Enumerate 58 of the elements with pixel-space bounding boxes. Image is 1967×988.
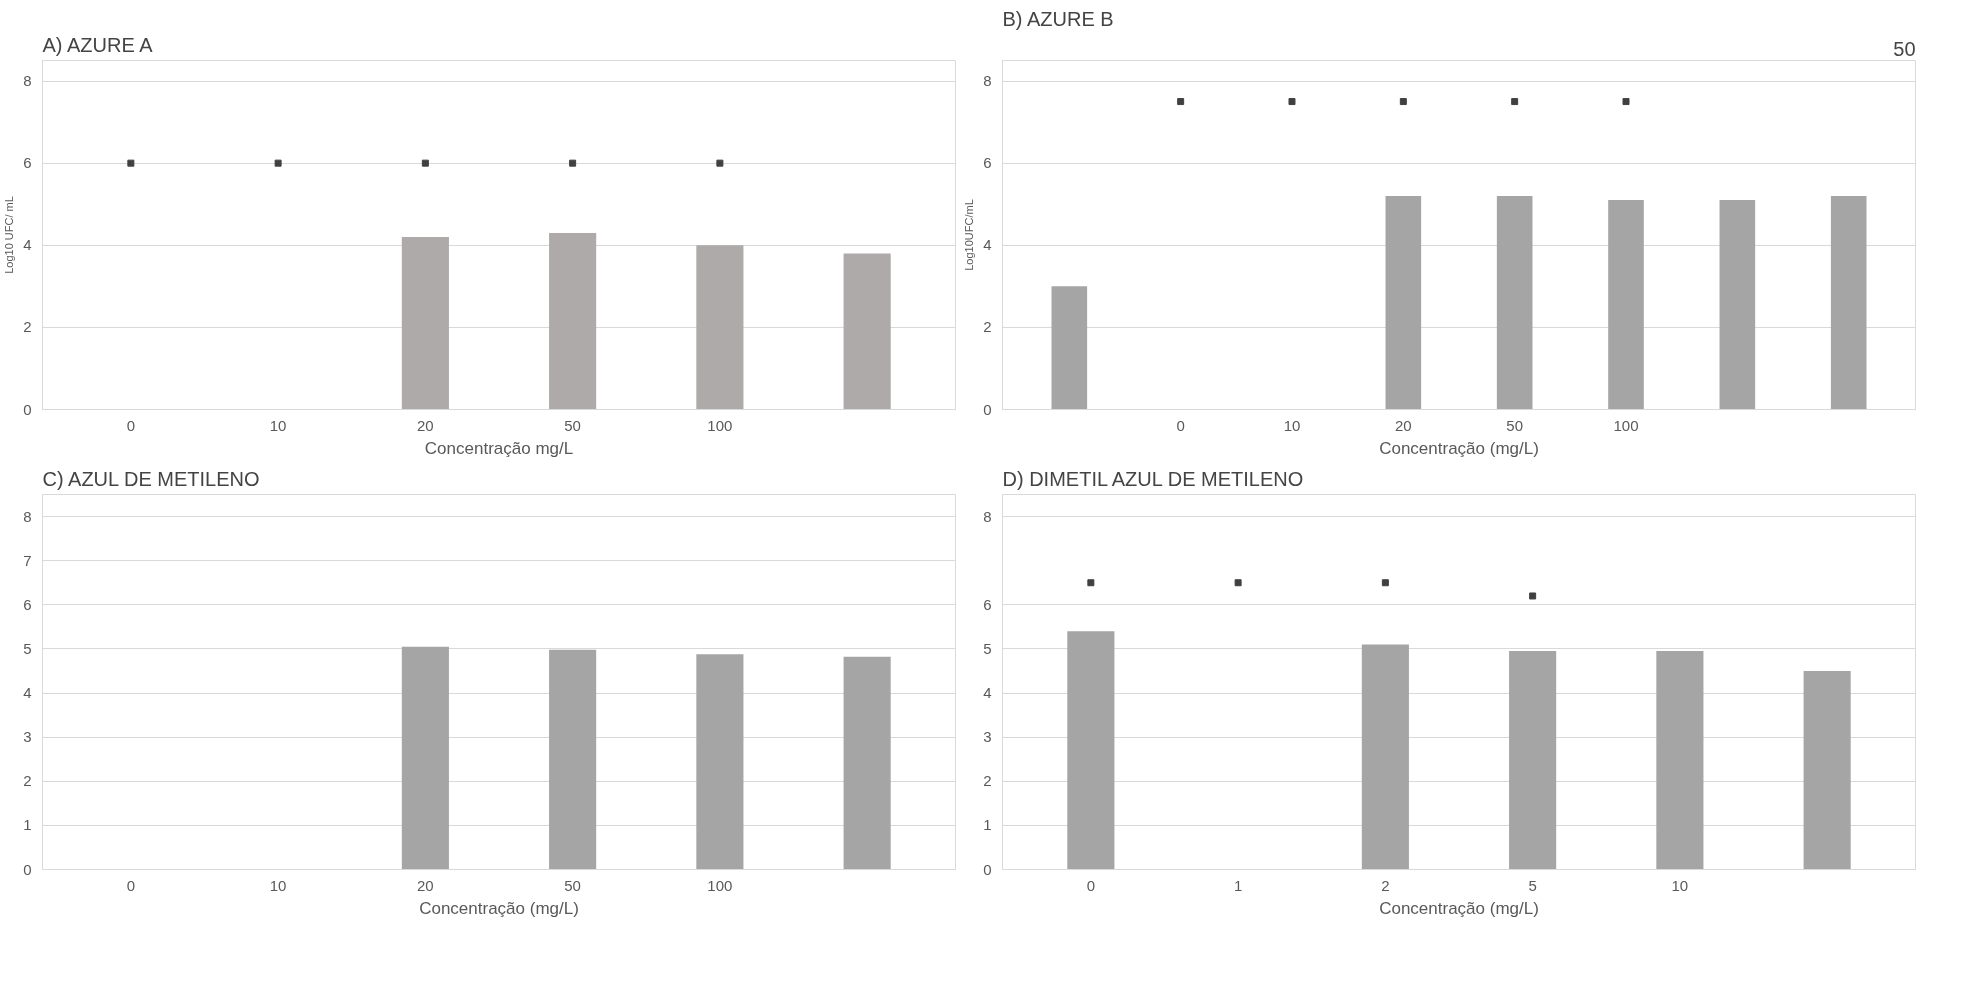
y-tick-label: 3 — [23, 728, 32, 746]
x-tick-label: 0 — [126, 416, 136, 434]
x-tick-label: 100 — [707, 876, 733, 894]
x-axis-title: Concentração mg/L — [424, 438, 574, 458]
y-tick-label: 6 — [23, 154, 32, 172]
x-tick-label: 50 — [564, 876, 581, 894]
x-tick-label: 1 — [1233, 876, 1243, 894]
y-tick-label: 0 — [23, 400, 32, 418]
y-tick-label: 6 — [983, 595, 992, 613]
y-tick-label: 0 — [983, 860, 992, 878]
y-tick-label: 0 — [23, 860, 32, 878]
x-tick-label: 0 — [126, 876, 136, 894]
x-tick-label: 0 — [1086, 876, 1096, 894]
x-tick-label: 10 — [1283, 416, 1301, 434]
x-axis-title: Concentração (mg/L) — [1379, 898, 1539, 918]
y-tick-label: 2 — [23, 772, 32, 790]
x-tick-label: 5 — [1528, 876, 1537, 894]
y-tick-label: 1 — [983, 816, 992, 834]
y-tick-label: 4 — [23, 684, 32, 702]
text: 50 — [1893, 37, 1916, 60]
chart-title: C) AZUL DE METILENO — [42, 467, 260, 490]
y-tick-label: 8 — [983, 507, 992, 525]
y-tick-label: 2 — [983, 772, 992, 790]
x-tick-label: 20 — [1394, 416, 1412, 434]
x-tick-label: 20 — [417, 416, 434, 434]
y-tick-label: 4 — [23, 236, 32, 254]
y-tick-label: 5 — [983, 639, 992, 657]
y-tick-label: 7 — [23, 551, 32, 569]
chart-title: D) DIMETIL AZUL DE METILENO — [1002, 467, 1304, 490]
x-tick-label: 100 — [707, 416, 733, 434]
x-tick-label: 10 — [269, 876, 287, 894]
x-axis-title: Concentração (mg/L) — [1379, 438, 1539, 458]
x-tick-label: 0 — [1176, 416, 1185, 434]
x-tick-label: 50 — [1506, 416, 1524, 434]
y-tick-label: 2 — [23, 318, 32, 336]
y-tick-label: 2 — [983, 318, 992, 336]
y-tick-label: 0 — [983, 400, 992, 418]
y-tick-label: 4 — [983, 236, 992, 254]
y-tick-label: 6 — [23, 595, 32, 613]
y-tick-label: 8 — [23, 72, 32, 90]
x-axis-title: Concentração (mg/L) — [419, 898, 579, 918]
x-tick-label: 50 — [564, 416, 581, 434]
y-axis-title: Log10UFC/mL — [963, 199, 976, 271]
x-tick-label: 10 — [269, 416, 287, 434]
y-tick-label: 5 — [23, 639, 32, 657]
y-axis-title: Log10 UFC/ mL — [3, 196, 16, 274]
y-tick-label: 6 — [983, 154, 992, 172]
y-tick-label: 8 — [983, 72, 992, 90]
y-tick-label: 3 — [983, 728, 992, 746]
y-tick-label: 4 — [983, 684, 992, 702]
x-tick-label: 20 — [417, 876, 434, 894]
chart-title: A) AZURE A — [42, 33, 154, 56]
x-tick-label: 2 — [1381, 876, 1390, 894]
x-tick-label: 100 — [1613, 416, 1639, 434]
y-tick-label: 8 — [23, 507, 32, 525]
x-tick-label: 10 — [1671, 876, 1689, 894]
y-tick-label: 1 — [23, 816, 32, 834]
chart-title: B) AZURE B — [1002, 7, 1114, 30]
